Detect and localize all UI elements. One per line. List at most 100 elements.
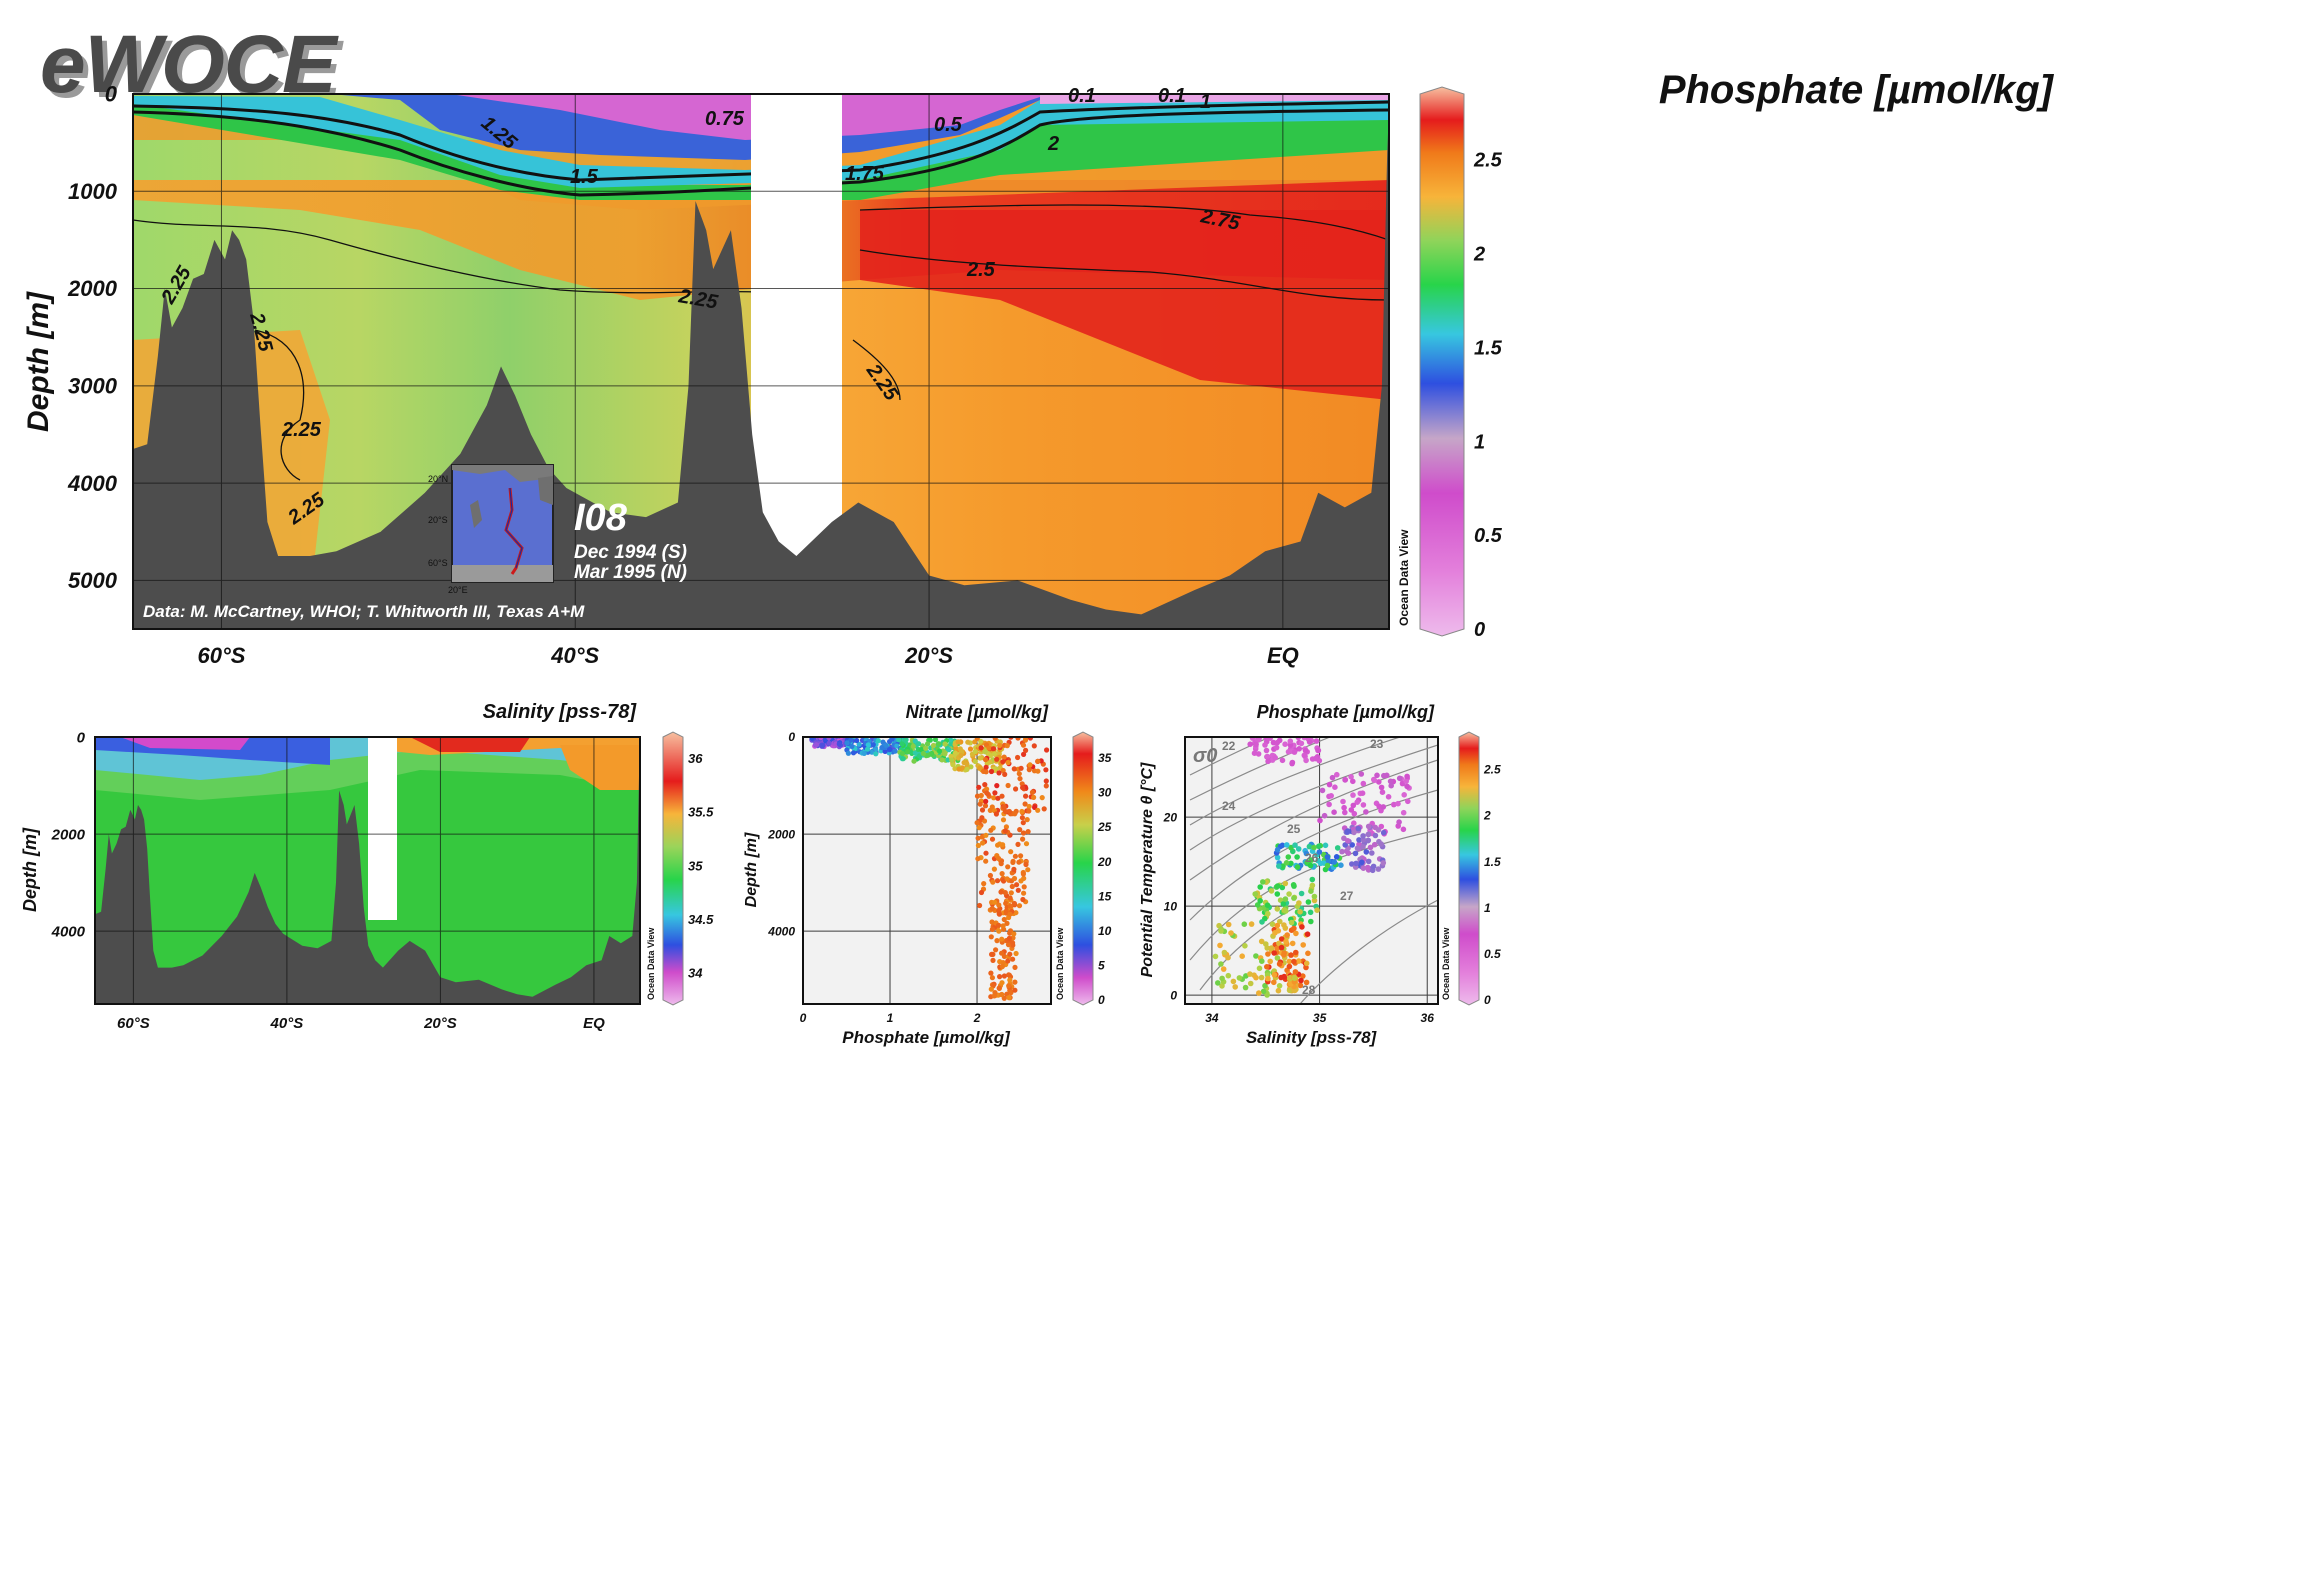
ts-point (1287, 738, 1294, 744)
nitrate-point (1018, 765, 1024, 771)
nitrate-point (948, 741, 954, 747)
nitrate-point (991, 795, 997, 801)
ts-point (1358, 771, 1365, 777)
ts-point (1316, 849, 1323, 855)
nitrate-point (1031, 743, 1037, 749)
y-tick-label: 2000 (51, 826, 86, 843)
nitrate-point (902, 737, 909, 743)
ts-point (1315, 857, 1321, 864)
ts-point (1356, 837, 1362, 843)
nitrate-point (972, 748, 979, 755)
nitrate-point (1015, 754, 1021, 761)
ts-point (1259, 919, 1265, 925)
ts-point (1365, 823, 1372, 830)
nitrate-point (989, 836, 996, 842)
ts-point (1332, 784, 1338, 790)
ts-point (1305, 950, 1311, 957)
nitrate-point (988, 934, 994, 940)
nitrate-point (991, 751, 998, 757)
ts-point (1289, 940, 1296, 947)
colorbar-tick-label: 10 (1098, 924, 1112, 938)
ts-point (1292, 969, 1299, 975)
ts-point (1219, 975, 1225, 982)
y-tick-label: 2000 (67, 276, 118, 301)
contour-label: 1 (1200, 91, 1211, 113)
nitrate-point (955, 739, 961, 745)
nitrate-point (836, 741, 842, 747)
colorbar-tick-label: 36 (688, 751, 703, 766)
ts-point (1375, 866, 1382, 872)
ts-point (1371, 777, 1378, 784)
colorbar-tick-label: 35 (688, 858, 703, 873)
ts-point (1308, 918, 1314, 925)
nitrate-point (1019, 781, 1025, 787)
nitrate-point (980, 840, 986, 846)
nitrate-point (987, 872, 994, 879)
nitrate-point (1023, 841, 1030, 847)
nitrate-point (1043, 778, 1049, 784)
inset-lat-label: 60°S (428, 558, 448, 568)
ts-point (1404, 783, 1410, 790)
ts-point (1232, 984, 1238, 990)
y-tick-label: 20 (1163, 810, 1178, 824)
x-tick-label: EQ (583, 1015, 605, 1032)
nitrate-point (822, 737, 828, 742)
ts-point (1326, 781, 1333, 788)
contour-label: 0.5 (934, 114, 963, 136)
nitrate-point (1011, 866, 1017, 873)
ts-point (1307, 862, 1314, 869)
colorbar-tick-label: 34 (688, 966, 703, 981)
y-tick-label: 0 (77, 729, 86, 746)
nitrate-point (990, 957, 996, 964)
nitrate-point (1027, 762, 1033, 768)
ts-point (1275, 928, 1282, 934)
salinity-x-ticks: 60°S 40°S 20°S EQ (117, 1015, 605, 1032)
nitrate-title: Nitrate [µmol/kg] (906, 702, 1049, 722)
nitrate-point (911, 758, 917, 764)
nitrate-point (993, 811, 1000, 817)
nitrate-point (977, 755, 983, 761)
ts-point (1283, 908, 1289, 914)
nitrate-point (1035, 768, 1041, 774)
ts-point (1285, 854, 1292, 860)
nitrate-point (924, 741, 931, 747)
ts-point (1384, 772, 1390, 779)
ts-point (1322, 842, 1329, 849)
nitrate-point (1013, 786, 1019, 792)
ts-point (1239, 953, 1245, 959)
ts-point (1228, 930, 1234, 936)
colorbar-tick-label: 20 (1097, 855, 1112, 869)
ts-point (1284, 842, 1290, 848)
ts-point (1260, 988, 1267, 995)
nitrate-point (861, 750, 867, 757)
nitrate-point (996, 985, 1002, 991)
ts-point (1296, 900, 1302, 906)
nitrate-point (990, 879, 996, 885)
ts-point (1293, 949, 1299, 956)
ts-grid (1185, 737, 1438, 1004)
ts-point (1364, 864, 1371, 871)
nitrate-point (978, 792, 984, 799)
nitrate-point (1043, 767, 1049, 773)
ts-point (1298, 977, 1304, 984)
colorbar-tick-label: 2 (1483, 809, 1491, 823)
inset-map: 20°N 20°S 60°S 20°E (428, 464, 554, 595)
x-tick-label: 40°S (550, 643, 599, 668)
nitrate-point (845, 750, 852, 756)
ts-point (1326, 801, 1332, 808)
data-credit: Data: M. McCartney, WHOI; T. Whitworth I… (143, 602, 585, 621)
nitrate-point (983, 858, 989, 864)
ts-point (1274, 955, 1281, 961)
ts-point (1276, 983, 1283, 989)
nitrate-point (1023, 793, 1029, 799)
salinity-y-ticks: 0 2000 4000 (51, 729, 86, 940)
x-tick-label: 0 (800, 1011, 807, 1025)
nitrate-point (1041, 806, 1047, 812)
nitrate-point (945, 757, 951, 763)
ts-point (1401, 792, 1407, 798)
nitrate-point (1005, 942, 1012, 948)
ts-point (1303, 757, 1309, 764)
nitrate-point (1013, 950, 1019, 957)
nitrate-point (844, 740, 850, 746)
ts-point (1274, 945, 1280, 952)
